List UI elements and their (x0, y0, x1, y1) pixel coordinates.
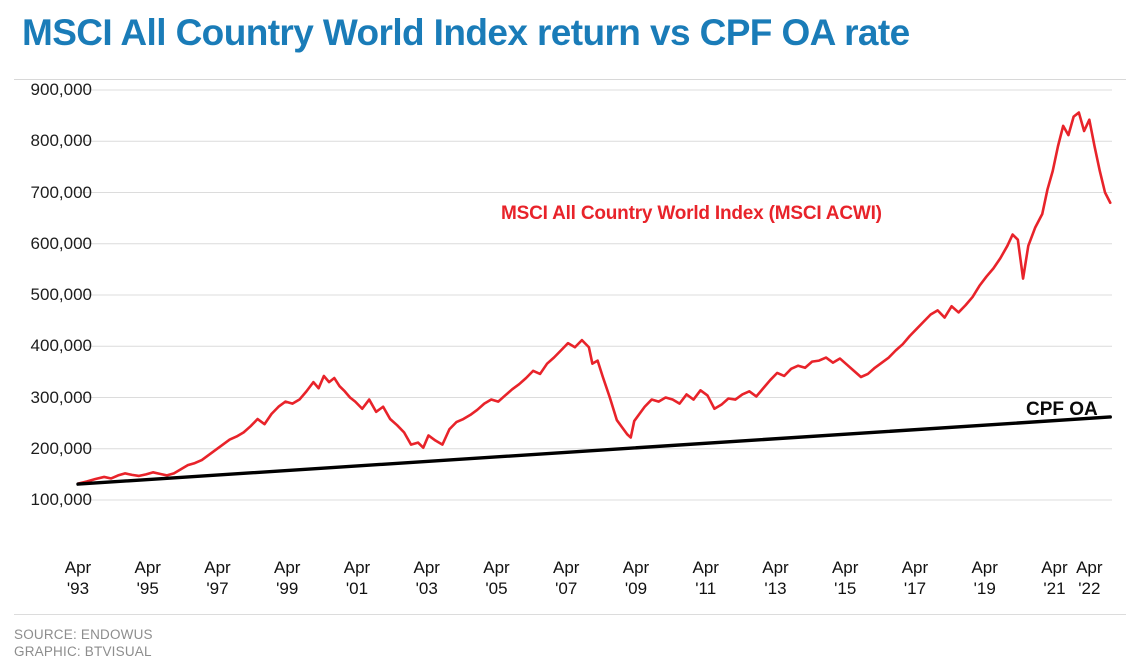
x-tick-year: '05 (485, 579, 508, 598)
x-tick-label: Apr '03 (397, 557, 457, 599)
x-tick-month: Apr (901, 558, 929, 577)
x-tick-year: '01 (345, 579, 369, 598)
x-tick-month: Apr (552, 558, 580, 577)
x-tick-month: Apr (413, 558, 440, 577)
x-tick-label: Apr '95 (118, 557, 178, 599)
y-tick-label: 100,000 (30, 490, 92, 509)
source-line: SOURCE: ENDOWUS (14, 627, 153, 642)
x-tick-year: '17 (903, 579, 927, 598)
x-tick-label: Apr '97 (187, 557, 247, 599)
x-tick-month: Apr (134, 558, 161, 577)
footer-divider (14, 614, 1126, 615)
x-tick-label: Apr '15 (815, 557, 875, 599)
x-tick-year: '15 (834, 579, 857, 598)
x-tick-year: '11 (695, 579, 717, 598)
x-tick-label: Apr '01 (327, 557, 387, 599)
x-tick-year: '97 (206, 579, 229, 598)
x-tick-label: Apr '21 (1024, 557, 1084, 599)
x-tick-month: Apr (1041, 558, 1068, 577)
series-label-cpf-oa: CPF OA (1026, 399, 1098, 420)
x-tick-label: Apr '17 (885, 557, 945, 599)
page-title: MSCI All Country World Index return vs C… (22, 12, 910, 53)
x-tick-year: '95 (136, 579, 159, 598)
x-tick-year: '19 (973, 579, 996, 598)
x-tick-year: '03 (415, 579, 438, 598)
x-tick-year: '13 (764, 579, 787, 598)
x-tick-year: '21 (1043, 579, 1066, 598)
series-label-msci-acwi: MSCI All Country World Index (MSCI ACWI) (501, 203, 882, 224)
x-tick-year: '09 (624, 579, 648, 598)
series-layer (76, 111, 1112, 486)
gridlines (78, 89, 1112, 501)
graphic-line: GRAPHIC: BTVISUAL (14, 644, 152, 659)
x-tick-month: Apr (64, 558, 92, 577)
credits-block: SOURCE: ENDOWUS GRAPHIC: BTVISUAL (14, 626, 153, 660)
y-tick-label: 700,000 (30, 182, 92, 202)
series-line-msci-acwi (76, 111, 1112, 485)
x-tick-month: Apr (831, 558, 859, 577)
x-tick-month: Apr (483, 558, 510, 577)
x-tick-label: Apr '93 (48, 557, 108, 599)
x-tick-year: '07 (555, 579, 578, 598)
y-tick-label: 200,000 (30, 438, 92, 458)
x-tick-label: Apr '09 (606, 557, 666, 599)
x-tick-month: Apr (971, 558, 998, 577)
y-tick-label: 300,000 (30, 387, 92, 407)
y-tick-label: 400,000 (30, 336, 92, 356)
title-divider (14, 79, 1126, 80)
x-tick-month: Apr (622, 558, 650, 577)
x-tick-year: '99 (276, 579, 299, 598)
x-tick-year: '93 (66, 579, 90, 598)
y-tick-label: 600,000 (30, 233, 92, 253)
x-tick-label: Apr '11 (676, 557, 736, 599)
series-line-cpf-oa (76, 415, 1112, 486)
x-tick-month: Apr (204, 558, 231, 577)
x-tick-month: Apr (274, 558, 301, 577)
x-tick-month: Apr (762, 558, 789, 577)
x-tick-label: Apr '99 (257, 557, 317, 599)
x-tick-month: Apr (692, 558, 719, 577)
x-tick-label: Apr '19 (955, 557, 1015, 599)
y-tick-label: 900,000 (30, 80, 92, 99)
y-tick-label: 500,000 (30, 285, 92, 304)
x-tick-month: Apr (1076, 558, 1103, 577)
x-tick-label: Apr '07 (536, 557, 596, 599)
x-tick-year: '22 (1078, 579, 1101, 598)
x-tick-label: Apr '05 (466, 557, 526, 599)
x-tick-month: Apr (343, 558, 371, 577)
y-tick-label: 800,000 (30, 131, 92, 151)
x-tick-label: Apr '22 (1059, 557, 1119, 599)
x-tick-label: Apr '13 (745, 557, 805, 599)
